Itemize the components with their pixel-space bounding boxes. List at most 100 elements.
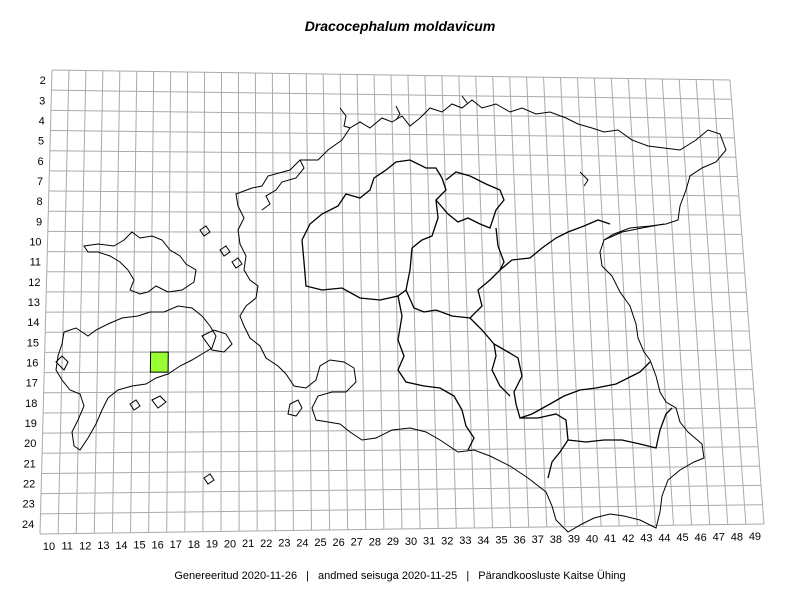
grid-line-vertical [111,70,121,534]
column-label: 13 [97,540,109,552]
row-label: 24 [22,519,34,531]
grid-line-horizontal [48,190,739,197]
grid-line-horizontal [43,407,756,414]
column-label: 30 [405,536,417,548]
grid-line-vertical [390,74,403,530]
column-label: 44 [658,532,670,544]
grid-line-vertical [526,76,548,528]
grid-line-vertical [75,70,87,534]
row-label: 3 [39,95,45,107]
row-label: 2 [40,75,46,87]
column-label: 20 [224,538,236,550]
row-label: 21 [24,458,36,470]
row-label: 12 [28,277,40,289]
grid-line-vertical [543,77,566,527]
column-label: 40 [586,533,598,545]
column-label: 28 [369,536,381,548]
column-label: 46 [695,532,707,544]
column-label: 18 [188,539,200,551]
grid-line-vertical [441,75,457,529]
grid-line-vertical [509,76,530,528]
footer-separator: | [466,570,470,582]
grid-line-vertical [322,73,331,531]
country-outline [55,95,727,533]
column-label: 43 [640,533,652,545]
column-label: 27 [351,537,363,549]
column-label: 47 [713,532,725,544]
grid-line-vertical [373,74,385,530]
grid-line-vertical [712,79,747,525]
grid-line-vertical [560,77,584,527]
column-label: 25 [314,537,326,549]
mainland-outline [235,99,727,533]
grid-line-vertical [305,73,312,531]
footer-organization: Pärandkoosluste Kaitse Ühing [478,570,626,582]
grid-lines [39,69,765,535]
county-borders [301,159,673,479]
grid-line-horizontal [47,230,742,235]
grid-line-vertical [458,75,475,529]
grid-line-vertical [148,71,155,533]
column-label: 42 [622,533,634,545]
row-label: 19 [25,418,37,430]
grid-line-vertical [339,74,349,530]
row-label: 10 [29,236,41,248]
column-label: 24 [296,537,308,549]
grid-line-vertical [237,72,240,532]
column-label: 17 [170,539,182,551]
row-label: 14 [27,317,39,329]
footer: Genereeritud 2020-11-26 | andmed seisuga… [0,570,800,582]
row-label: 23 [23,499,35,511]
grid-line-vertical [610,78,638,526]
column-label: 16 [152,539,164,551]
footer-separator: | [306,570,309,582]
grid-line-vertical [678,79,711,525]
grid-line-vertical [492,76,512,528]
grid-line-horizontal [48,210,741,216]
footer-data-state: andmed seisuga 2020-11-25 [318,570,458,582]
grid-line-horizontal [51,69,731,81]
small-islands [55,225,303,485]
saaremaa-outline [55,305,217,451]
grid-line-vertical [184,71,189,533]
grid-line-horizontal [45,330,750,333]
grid-line-horizontal [50,109,733,120]
footer-generated: Genereeritud 2020-11-26 [174,570,298,582]
column-label: 21 [242,538,254,550]
grid-line-vertical [644,78,674,526]
column-label: 41 [604,533,616,545]
grid-line-horizontal [40,504,763,515]
grid-line-vertical [166,71,172,533]
grid-line-vertical [271,73,276,531]
column-label: 45 [676,532,688,544]
column-label: 22 [260,538,272,550]
grid-line-vertical [424,75,439,529]
column-label: 34 [477,535,489,547]
grid-line-vertical [39,69,53,535]
column-label: 49 [749,531,761,543]
row-label: 18 [25,398,37,410]
row-label: 17 [26,378,38,390]
grid-line-horizontal [51,89,732,100]
grid-line-horizontal [42,446,759,454]
grid-line-vertical [220,72,222,532]
column-label: 38 [550,534,562,546]
hiiumaa-outline [83,231,197,295]
grid-line-horizontal [39,523,765,535]
column-label: 33 [459,535,471,547]
grid-line-vertical [627,78,656,526]
row-label: 8 [36,196,42,208]
map-title: Dracocephalum moldavicum [304,18,496,34]
column-label: 48 [731,531,743,543]
grid-line-vertical [202,72,206,532]
grid-line-vertical [288,73,294,531]
occurrence-cells [149,351,169,373]
row-label: 16 [26,358,38,370]
grid-line-horizontal [49,150,736,158]
grid-line-horizontal [49,170,738,178]
grid-line-horizontal [41,465,760,474]
column-label: 37 [532,534,544,546]
grid-line-vertical [356,74,367,530]
column-label: 31 [423,536,435,548]
grid-line-horizontal [42,426,757,434]
